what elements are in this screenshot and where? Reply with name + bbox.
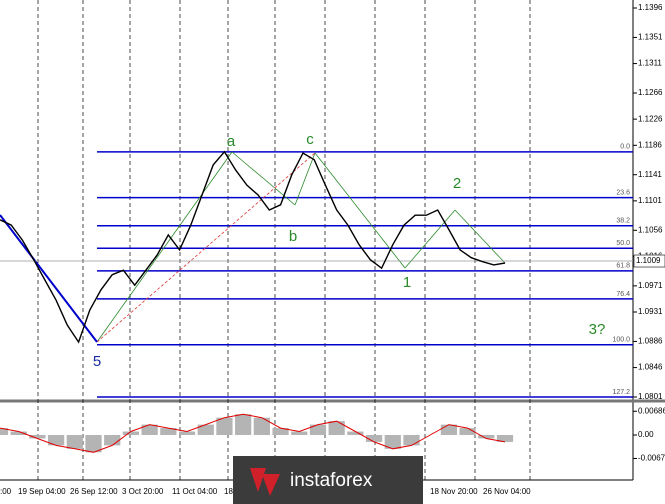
wave-label: a [227,133,236,150]
oscillator-bar [216,417,233,435]
oscillator-bar [141,424,158,435]
current-price-label: 1.1009 [636,256,661,265]
wave-line [404,209,456,269]
watermark-icon [250,468,280,496]
y-tick-label: 1.1141 [638,170,662,179]
oscillator-bar [478,435,495,439]
oscillator-bar [160,428,177,435]
x-tick-label: 26 Nov 04:00 [483,487,531,496]
oscillator-bar [384,435,401,449]
y-tick-label: 1.1351 [638,33,663,42]
oscillator-bar [47,435,65,446]
y-tick-label: 1.0846 [638,363,663,372]
wave-label: 5 [93,353,101,370]
x-tick-label: 19 Sep 04:00 [18,487,66,496]
oscillator-bar [178,431,196,435]
wave-line-blue [0,214,98,343]
osc-tick-label: -0.00678 [638,454,665,463]
oscillator-bar [66,435,83,449]
wave-label: 2 [453,175,461,192]
x-tick-label: :00 [0,487,12,496]
wave-line [96,151,233,343]
wave-line [314,152,406,269]
fib-label: 100.0 [612,337,630,344]
oscillator-bar [291,431,308,435]
y-tick-label: 1.1396 [638,3,663,12]
current-price-box [633,254,665,268]
oscillator-bar [0,428,9,435]
x-tick-label: 26 Sep 12:00 [70,487,118,496]
x-tick-label: 3 Oct 20:00 [122,487,164,496]
watermark-text: instaforex [290,470,373,491]
oscillator-bar [309,424,327,435]
wave-label: 1 [403,274,411,291]
wave-label: b [289,228,297,245]
y-tick-label: 1.1056 [638,225,663,234]
oscillator-bar [496,435,514,442]
oscillator-bar [328,421,345,435]
oscillator-bar [10,431,27,435]
wave-line [294,152,316,206]
y-tick-label: 1.1101 [638,196,662,205]
oscillator-bar [197,424,214,435]
fib-label: 76.4 [616,291,630,298]
y-tick-label: 1.1311 [638,59,662,68]
oscillator-bar [440,424,458,435]
wave-line [454,209,506,264]
price-line [0,150,506,344]
fib-label: 50.0 [616,240,630,247]
oscillator-bar [403,435,420,446]
y-tick-label: 1.1266 [638,88,663,97]
y-tick-label: 1.1226 [638,114,663,123]
oscillator-bar [253,417,270,435]
y-tick-label: 1.0801 [638,392,663,401]
oscillator-bar [459,428,476,435]
oscillator-bar [365,435,383,442]
x-tick-label: 18 Nov 20:00 [430,487,478,496]
fib-label: 61.8 [616,263,630,270]
oscillator-bar [85,435,102,453]
oscillator-bar [29,435,46,439]
osc-tick-label: 0.00686 [638,406,665,415]
wave-label: c [306,131,314,148]
y-tick-label: 1.0931 [638,307,663,316]
oscillator-line [0,413,506,453]
oscillator-bar [235,414,252,435]
fib-label: 38.2 [616,218,630,225]
wave-label: 3? [589,321,606,338]
oscillator-bar [272,428,289,435]
y-tick-label: 1.1186 [638,140,662,149]
x-tick-label: 11 Oct 04:00 [172,487,218,496]
oscillator-bar [122,431,140,435]
y-tick-label: 1.0971 [638,281,663,290]
fib-label: 0.0 [620,144,630,151]
oscillator-bar [104,435,121,446]
fib-label: 23.6 [616,189,630,196]
y-tick-label: 1.0886 [638,337,663,346]
wave-line-dashed [96,152,316,343]
osc-tick-label: 0.00 [638,430,654,439]
oscillator-bar [347,431,364,435]
fib-label: 127.2 [612,389,630,396]
